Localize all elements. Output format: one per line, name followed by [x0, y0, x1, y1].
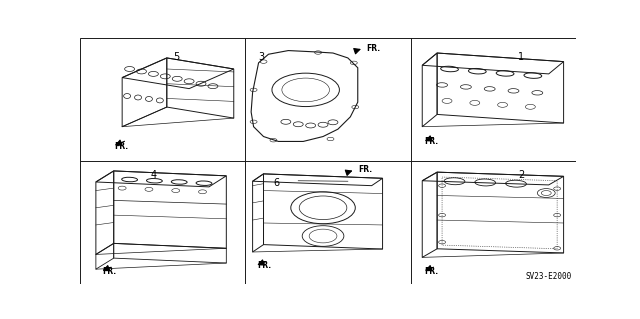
Text: 5: 5	[173, 52, 180, 62]
Text: FR.: FR.	[257, 262, 271, 271]
Text: 3: 3	[259, 52, 265, 62]
Text: 6: 6	[273, 178, 280, 188]
Text: FR.: FR.	[102, 267, 116, 276]
Text: 1: 1	[518, 52, 525, 62]
Text: SV23-E2000: SV23-E2000	[526, 272, 572, 281]
Text: FR.: FR.	[115, 142, 129, 151]
Text: FR.: FR.	[425, 137, 439, 146]
Text: FR.: FR.	[425, 267, 439, 276]
Text: FR.: FR.	[366, 44, 380, 53]
Text: 4: 4	[150, 170, 156, 180]
Text: 2: 2	[518, 170, 525, 180]
Text: FR.: FR.	[358, 165, 372, 174]
